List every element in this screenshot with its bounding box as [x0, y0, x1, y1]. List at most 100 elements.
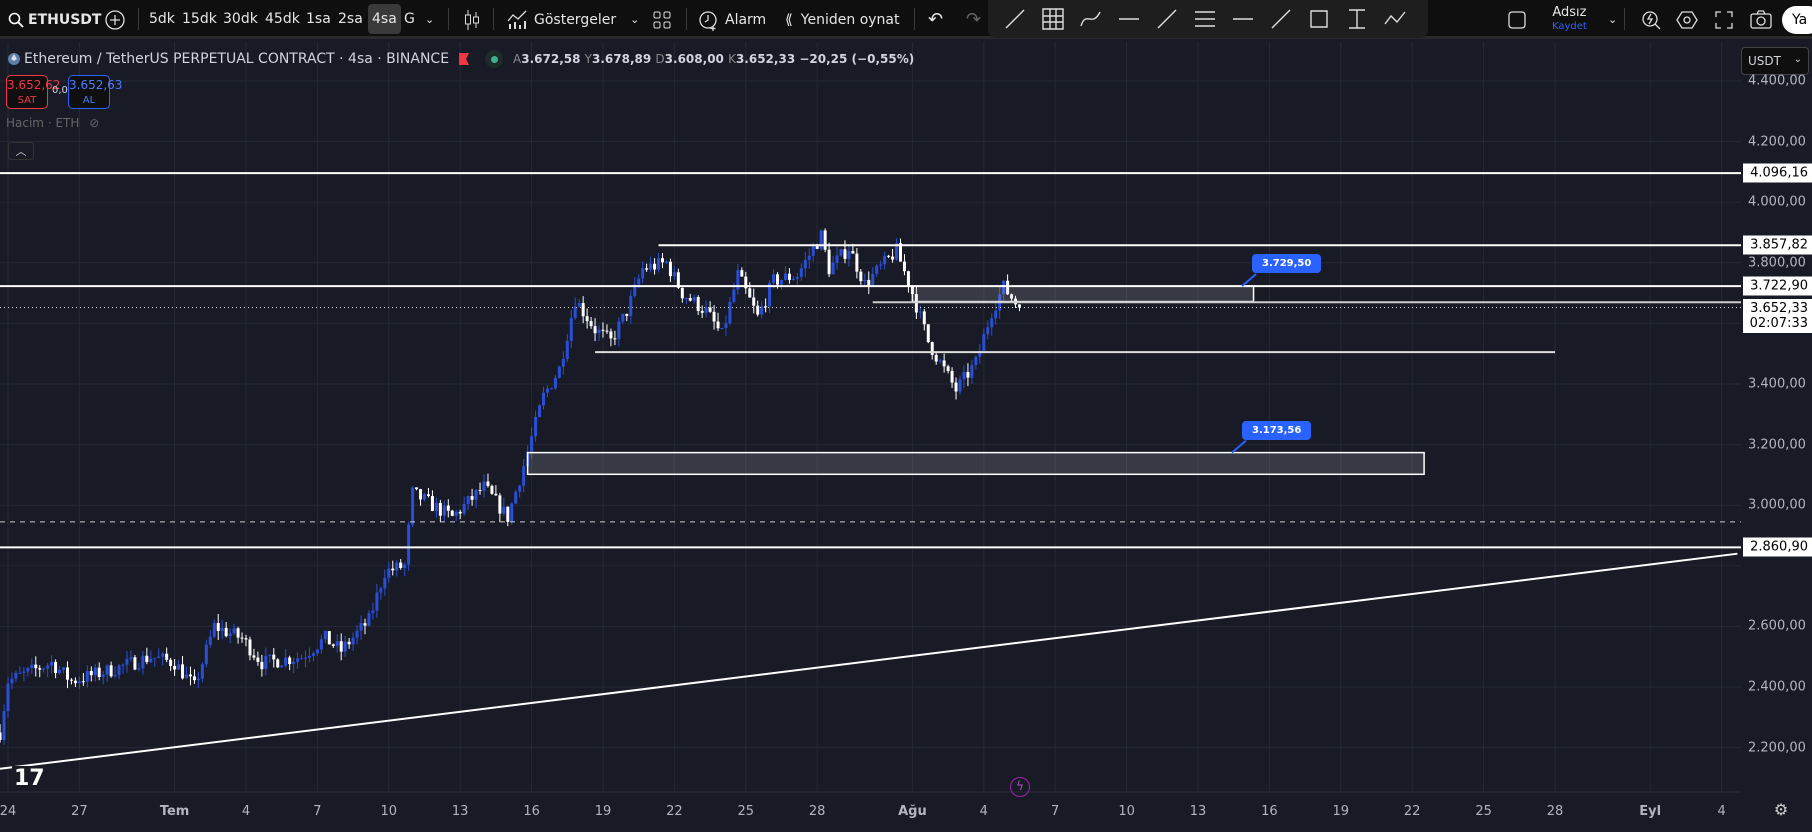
trend-line-icon[interactable]	[1154, 6, 1180, 32]
candle-down	[490, 485, 494, 494]
symbol-search-button[interactable]: ETHUSDT	[8, 0, 101, 39]
candle-up	[819, 230, 823, 249]
chart-settings-gear-icon[interactable]: ⚙	[1773, 800, 1789, 819]
grid-icon[interactable]	[1040, 6, 1066, 32]
add-symbol-button[interactable]	[104, 0, 126, 39]
candle-up	[557, 366, 561, 378]
candle-up	[803, 259, 807, 269]
time-tick-label: 27	[71, 804, 88, 819]
volume-legend[interactable]: Hacim · ETH ⊘	[6, 116, 99, 130]
redo-button[interactable]: ↷	[966, 0, 981, 39]
undo-icon: ↶	[928, 9, 944, 30]
candle-down	[252, 655, 256, 658]
candle-down	[712, 311, 716, 322]
candle-up	[2, 711, 6, 741]
ethereum-logo-icon	[8, 53, 20, 65]
timeframe-4sa[interactable]: 4sa	[368, 4, 401, 34]
candle-up	[791, 278, 795, 280]
horizontal-line-icon[interactable]	[1230, 6, 1256, 32]
time-tick-label: 7	[313, 804, 322, 819]
rectangle-icon[interactable]	[1306, 6, 1332, 32]
time-tick-label: 4	[1717, 804, 1726, 819]
candle-up	[835, 255, 839, 263]
candle-up	[149, 658, 153, 663]
select-layout-button[interactable]	[1507, 0, 1527, 39]
quick-search-button[interactable]	[1640, 0, 1662, 39]
timeframe-1sa[interactable]: 1sa	[306, 11, 331, 27]
timeframe-chevron-icon[interactable]: ⌄	[425, 13, 435, 26]
candle-up	[125, 658, 129, 665]
buy-button[interactable]: 3.652,63 AL	[68, 75, 122, 109]
currency-label: USDT	[1748, 54, 1781, 68]
collapse-legend-button[interactable]: ︿	[8, 142, 34, 160]
snapshot-button[interactable]	[1750, 0, 1772, 39]
candle-down	[169, 659, 173, 666]
level-price-tag: 3.722,90	[1743, 276, 1812, 296]
market-status-icon[interactable]	[485, 50, 504, 68]
candle-up	[637, 278, 641, 285]
sell-button[interactable]: 3.652,62 SAT	[6, 75, 60, 109]
currency-selector[interactable]: USDT ⌄	[1741, 47, 1809, 75]
fullscreen-button[interactable]	[1714, 0, 1734, 39]
candle-down	[97, 667, 101, 677]
parallel-channel-icon[interactable]	[1192, 6, 1218, 32]
events-lightning-icon[interactable]: ϟ	[1010, 777, 1030, 797]
horizontal-ray-icon[interactable]	[1116, 6, 1142, 32]
candle-down	[815, 246, 819, 249]
candle-down	[69, 679, 73, 681]
candle-down	[625, 313, 629, 316]
flag-icon[interactable]	[459, 53, 470, 65]
layouts-button[interactable]	[652, 0, 672, 39]
candle-up	[117, 665, 121, 676]
candle-up	[811, 246, 815, 256]
price-tick-label: 2.200,00	[1748, 740, 1806, 756]
candles-icon	[465, 9, 479, 30]
replay-button[interactable]: ⟪ Yeniden oynat	[785, 0, 899, 39]
tradingview-logo-icon[interactable]: 17	[12, 766, 47, 791]
undo-button[interactable]: ↶	[928, 0, 943, 39]
timeframe-G[interactable]: G	[404, 11, 415, 27]
indicators-icon	[507, 10, 527, 29]
price-range-icon[interactable]	[1344, 6, 1370, 32]
ray-icon[interactable]	[1268, 6, 1294, 32]
timeframe-30dk[interactable]: 30dk	[223, 11, 258, 27]
candle-down	[680, 287, 684, 299]
candle-down	[236, 628, 240, 638]
path-icon[interactable]	[1382, 6, 1408, 32]
candle-up	[474, 489, 478, 500]
candle-up	[395, 562, 399, 571]
price-callout: 3.729,50	[1252, 254, 1322, 274]
candle-down	[133, 657, 137, 670]
timeframe-5dk[interactable]: 5dk	[149, 11, 175, 27]
candle-down	[787, 273, 791, 280]
publish-button[interactable]: Ya	[1782, 6, 1812, 34]
time-tick-label: 19	[1332, 804, 1350, 819]
candle-up	[157, 656, 161, 658]
symbol-title[interactable]: Ethereum / TetherUS PERPETUAL CONTRACT ·…	[24, 51, 450, 67]
candle-down	[585, 316, 589, 322]
candle-up	[220, 627, 224, 631]
hidden-eye-icon[interactable]: ⊘	[89, 116, 100, 130]
candle-up	[534, 416, 538, 437]
candle-down	[966, 371, 970, 378]
layout-name-button[interactable]: Adsız Kaydet	[1552, 0, 1587, 39]
candle-down	[593, 326, 597, 334]
trend-line	[0, 552, 1738, 770]
candle-up	[30, 664, 34, 669]
curve-icon[interactable]	[1078, 6, 1104, 32]
buy-label: AL	[82, 95, 96, 106]
timeframe-15dk[interactable]: 15dk	[182, 11, 217, 27]
time-tick-label: Tem	[159, 804, 190, 819]
layout-chevron-icon[interactable]: ⌄	[1608, 13, 1618, 26]
indicators-button[interactable]: Göstergeler ⌄	[506, 0, 639, 39]
timeframe-45dk[interactable]: 45dk	[265, 11, 300, 27]
settings-button[interactable]	[1676, 0, 1698, 39]
timeframe-2sa[interactable]: 2sa	[338, 11, 363, 27]
brush-icon[interactable]	[1002, 6, 1028, 32]
candle-up	[6, 683, 10, 712]
candle-up	[565, 340, 569, 359]
candle-up	[177, 664, 181, 670]
alarm-button[interactable]: Alarm	[697, 0, 766, 39]
chart-type-button[interactable]	[462, 0, 482, 39]
